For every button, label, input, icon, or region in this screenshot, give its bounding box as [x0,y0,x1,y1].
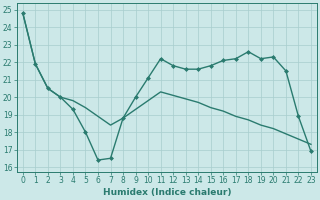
X-axis label: Humidex (Indice chaleur): Humidex (Indice chaleur) [103,188,231,197]
